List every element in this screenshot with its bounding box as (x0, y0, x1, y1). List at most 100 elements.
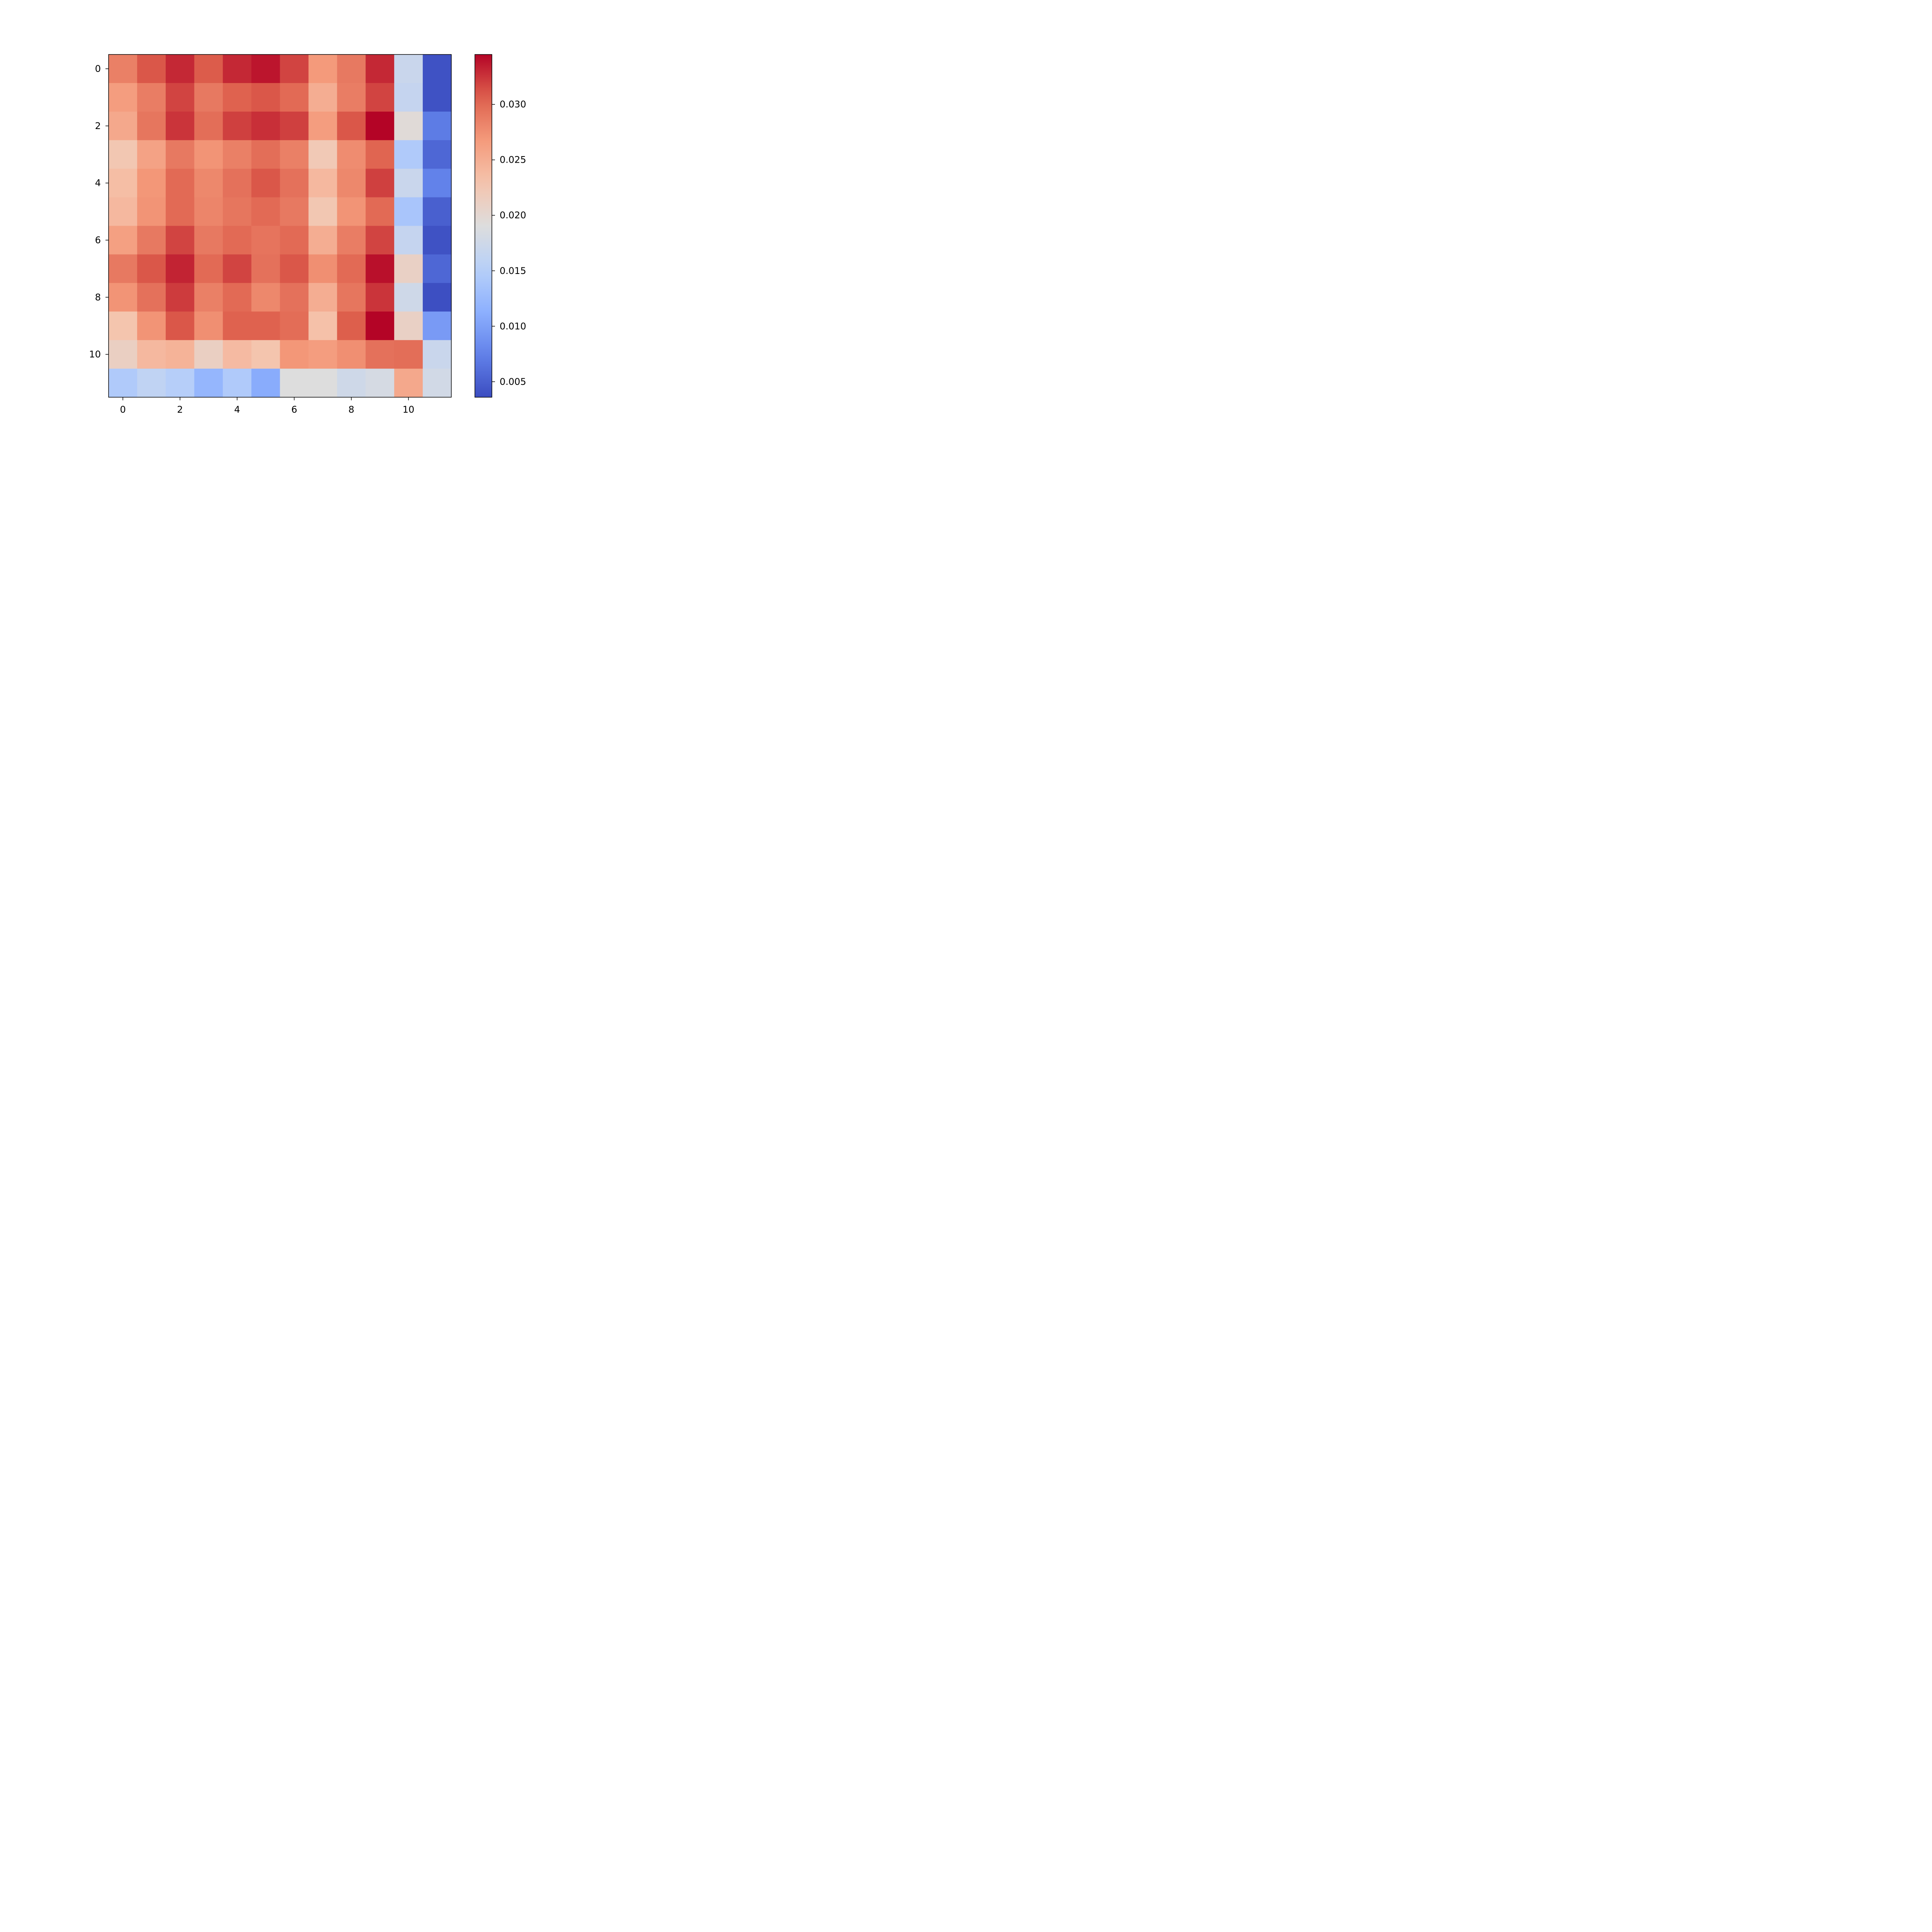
heatmap-cell-r4-c7 (308, 168, 337, 198)
heatmap-cell-r6-c6 (280, 226, 309, 255)
heatmap-cell-r1-c7 (308, 83, 337, 112)
heatmap-cell-r4-c6 (280, 168, 309, 198)
heatmap-cell-r10-c7 (308, 340, 337, 369)
heatmap-cell-r10-c1 (137, 340, 166, 369)
heatmap-cell-r7-c0 (109, 254, 138, 283)
heatmap-cell-r5-c11 (423, 197, 452, 226)
heatmap-cell-r11-c5 (251, 369, 281, 398)
colorbar-tick-label: 0.005 (500, 376, 526, 387)
heatmap-cell-r3-c8 (337, 140, 366, 169)
heatmap-cell-r8-c2 (165, 283, 195, 312)
x-tick-label: 6 (291, 404, 297, 415)
heatmap-cell-r4-c10 (394, 168, 423, 198)
heatmap-cell-r1-c3 (194, 83, 223, 112)
heatmap-cell-r3-c3 (194, 140, 223, 169)
heatmap-cell-r4-c5 (251, 168, 281, 198)
heatmap-cell-r0-c0 (109, 54, 138, 83)
heatmap-cell-r6-c4 (223, 226, 252, 255)
x-tick-label: 8 (349, 404, 354, 415)
heatmap-cell-r7-c8 (337, 254, 366, 283)
heatmap-cell-r10-c8 (337, 340, 366, 369)
colorbar-gradient (475, 54, 492, 397)
heatmap-cell-r2-c1 (137, 111, 166, 141)
heatmap-cell-r9-c3 (194, 311, 223, 340)
heatmap-cell-r7-c7 (308, 254, 337, 283)
heatmap-cell-r7-c4 (223, 254, 252, 283)
heatmap-cell-r5-c2 (165, 197, 195, 226)
heatmap-cell-r0-c7 (308, 54, 337, 83)
heatmap-cell-r3-c5 (251, 140, 281, 169)
heatmap-cell-r1-c0 (109, 83, 138, 112)
heatmap-cell-r4-c0 (109, 168, 138, 198)
heatmap-cell-r8-c4 (223, 283, 252, 312)
heatmap-cell-r6-c1 (137, 226, 166, 255)
heatmap-cell-r10-c10 (394, 340, 423, 369)
heatmap-cell-r9-c7 (308, 311, 337, 340)
heatmap-cell-r10-c0 (109, 340, 138, 369)
heatmap-cell-r0-c10 (394, 54, 423, 83)
heatmap-cell-r1-c2 (165, 83, 195, 112)
heatmap-cell-r1-c6 (280, 83, 309, 112)
heatmap-cell-r1-c4 (223, 83, 252, 112)
heatmap-cell-r8-c1 (137, 283, 166, 312)
heatmap-cell-r1-c1 (137, 83, 166, 112)
heatmap-cell-r7-c6 (280, 254, 309, 283)
colorbar-frame (474, 54, 492, 398)
heatmap-cell-r8-c8 (337, 283, 366, 312)
heatmap-cell-r1-c11 (423, 83, 452, 112)
heatmap-cell-r4-c11 (423, 168, 452, 198)
heatmap-cell-r8-c10 (394, 283, 423, 312)
heatmap-cell-r5-c0 (109, 197, 138, 226)
heatmap-cell-r2-c0 (109, 111, 138, 141)
heatmap-cell-r2-c9 (366, 111, 395, 141)
heatmap-cell-r5-c10 (394, 197, 423, 226)
heatmap-cell-r9-c8 (337, 311, 366, 340)
heatmap-cell-r0-c5 (251, 54, 281, 83)
heatmap-cell-r3-c1 (137, 140, 166, 169)
heatmap-axes-frame (108, 54, 452, 398)
heatmap-cell-r9-c10 (394, 311, 423, 340)
colorbar-ticks: 0.005 0.010 0.015 0.020 0.025 0.030 (492, 99, 526, 387)
heatmap-cell-r11-c8 (337, 369, 366, 398)
heatmap-cells (109, 54, 452, 398)
heatmap-cell-r11-c6 (280, 369, 309, 398)
heatmap-cell-r5-c3 (194, 197, 223, 226)
heatmap-cell-r4-c9 (366, 168, 395, 198)
heatmap-cell-r7-c3 (194, 254, 223, 283)
x-tick-label: 4 (234, 404, 240, 415)
heatmap-cell-r11-c1 (137, 369, 166, 398)
heatmap-cell-r8-c6 (280, 283, 309, 312)
colorbar (475, 54, 492, 397)
heatmap-cell-r7-c1 (137, 254, 166, 283)
heatmap-cell-r2-c4 (223, 111, 252, 141)
heatmap-cell-r5-c8 (337, 197, 366, 226)
colorbar-tick-label: 0.025 (500, 155, 526, 165)
heatmap-cell-r0-c8 (337, 54, 366, 83)
heatmap-cell-r8-c11 (423, 283, 452, 312)
heatmap-cell-r3-c4 (223, 140, 252, 169)
heatmap-cell-r9-c2 (165, 311, 195, 340)
heatmap-cell-r5-c6 (280, 197, 309, 226)
heatmap-cell-r1-c9 (366, 83, 395, 112)
heatmap-cell-r9-c5 (251, 311, 281, 340)
heatmap-cell-r6-c7 (308, 226, 337, 255)
heatmap-cell-r8-c7 (308, 283, 337, 312)
heatmap-cell-r1-c8 (337, 83, 366, 112)
heatmap-cell-r6-c2 (165, 226, 195, 255)
y-tick-label: 10 (89, 349, 101, 360)
heatmap-cell-r7-c10 (394, 254, 423, 283)
heatmap-cell-r7-c5 (251, 254, 281, 283)
heatmap-cell-r3-c6 (280, 140, 309, 169)
heatmap-cell-r10-c2 (165, 340, 195, 369)
heatmap-cell-r2-c6 (280, 111, 309, 141)
heatmap-cell-r2-c5 (251, 111, 281, 141)
heatmap-figure: 0 2 4 6 8 10 0 2 4 6 8 10 0.005 0.010 0.015 0.020 0.02… (0, 0, 597, 448)
heatmap-cell-r11-c11 (423, 369, 452, 398)
heatmap-cell-r3-c0 (109, 140, 138, 169)
heatmap-cell-r5-c9 (366, 197, 395, 226)
heatmap-cell-r0-c11 (423, 54, 452, 83)
heatmap-cell-r6-c5 (251, 226, 281, 255)
heatmap-cell-r5-c5 (251, 197, 281, 226)
heatmap-cell-r7-c11 (423, 254, 452, 283)
heatmap-cell-r10-c4 (223, 340, 252, 369)
